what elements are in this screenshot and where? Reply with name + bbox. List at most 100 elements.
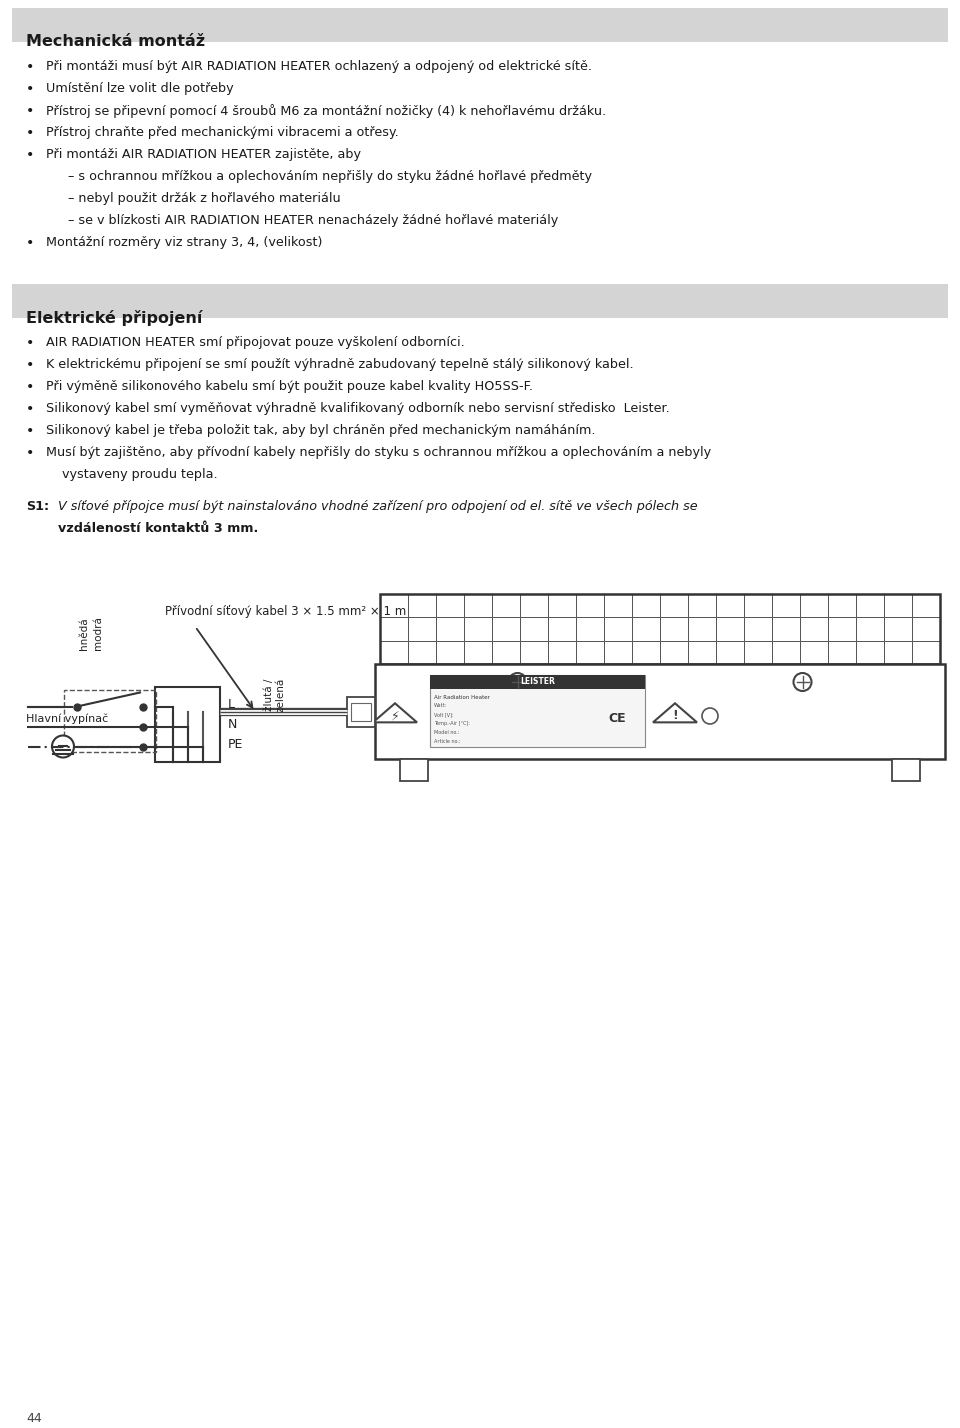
Bar <box>828 617 856 641</box>
Bar <box>604 617 632 641</box>
Bar <box>464 641 492 664</box>
Bar <box>576 594 604 617</box>
Bar <box>744 617 772 641</box>
Bar <box>492 641 520 664</box>
Bar <box>548 617 576 641</box>
Bar <box>744 594 772 617</box>
Text: S1:: S1: <box>26 500 49 513</box>
Bar <box>492 617 520 641</box>
Bar <box>856 594 884 617</box>
Text: •: • <box>26 380 35 394</box>
Bar <box>464 617 492 641</box>
Text: Přístroj se připevní pomocí 4 šroubů M6 za montážní nožičky (4) k nehořlavému dr: Přístroj se připevní pomocí 4 šroubů M6 … <box>46 104 606 119</box>
Text: vystaveny proudu tepla.: vystaveny proudu tepla. <box>46 468 218 481</box>
Bar <box>430 675 645 747</box>
Text: – s ochrannou mřížkou a oplechováním nepřišly do styku žádné hořlavé předměty: – s ochrannou mřížkou a oplechováním nep… <box>68 170 592 183</box>
Text: Při výměně silikonového kabelu smí být použit pouze kabel kvality HO5SS-F.: Při výměně silikonového kabelu smí být p… <box>46 380 533 393</box>
Text: CE: CE <box>609 711 626 724</box>
Bar <box>716 594 744 617</box>
Bar <box>430 675 645 688</box>
Text: •: • <box>26 403 35 416</box>
Text: •: • <box>26 336 35 350</box>
Text: L: L <box>228 698 235 711</box>
Bar <box>492 594 520 617</box>
Text: 44: 44 <box>26 1412 41 1425</box>
Text: Elektrické připojení: Elektrické připojení <box>26 310 203 326</box>
Bar <box>884 617 912 641</box>
Bar <box>380 617 408 641</box>
Bar <box>576 641 604 664</box>
Bar <box>632 617 660 641</box>
Text: ⚡: ⚡ <box>391 710 399 723</box>
Polygon shape <box>653 704 697 723</box>
Bar <box>408 641 436 664</box>
Bar <box>548 594 576 617</box>
Text: K elektrickému připojení se smí použít výhradně zabudovaný tepelně stálý silikon: K elektrickému připojení se smí použít v… <box>46 358 634 371</box>
Text: PE: PE <box>228 738 244 751</box>
Bar <box>380 594 408 617</box>
Bar <box>408 617 436 641</box>
Text: Přístroj chraňte před mechanickými vibracemi a otřesy.: Přístroj chraňte před mechanickými vibra… <box>46 126 398 139</box>
Bar <box>436 594 464 617</box>
Bar <box>351 703 371 721</box>
Text: •: • <box>26 104 35 119</box>
Text: Watt:: Watt: <box>434 703 447 708</box>
Circle shape <box>354 708 370 724</box>
Bar <box>408 594 436 617</box>
Text: !: ! <box>672 710 678 723</box>
Bar <box>688 641 716 664</box>
Text: •: • <box>26 81 35 96</box>
Bar <box>632 594 660 617</box>
Circle shape <box>794 673 811 691</box>
Text: Silikonový kabel je třeba položit tak, aby byl chráněn před mechanickým namáhání: Silikonový kabel je třeba položit tak, a… <box>46 424 595 437</box>
Circle shape <box>509 673 526 691</box>
Bar <box>688 594 716 617</box>
Bar <box>912 641 940 664</box>
Bar <box>520 617 548 641</box>
Bar <box>375 664 945 760</box>
Bar <box>660 641 688 664</box>
Text: hnědá: hnědá <box>79 617 89 650</box>
Bar <box>912 617 940 641</box>
Text: •: • <box>26 446 35 460</box>
Text: LEISTER: LEISTER <box>520 677 555 687</box>
Text: •: • <box>26 236 35 250</box>
Text: Model no.:: Model no.: <box>434 730 460 735</box>
Bar <box>688 617 716 641</box>
Bar <box>884 594 912 617</box>
Text: Hlavní vypínač: Hlavní vypínač <box>26 713 108 724</box>
Bar <box>400 760 428 781</box>
Bar <box>800 594 828 617</box>
Text: žlutá /
zelená: žlutá / zelená <box>264 677 286 711</box>
Bar <box>828 594 856 617</box>
Bar <box>520 594 548 617</box>
Text: – nebyl použit držák z hořlavého materiálu: – nebyl použit držák z hořlavého materiá… <box>68 191 341 206</box>
Bar <box>772 617 800 641</box>
Text: Silikonový kabel smí vyměňovat výhradně kvalifikovaný odborník nebo servisní stř: Silikonový kabel smí vyměňovat výhradně … <box>46 403 670 416</box>
Bar <box>548 641 576 664</box>
Bar <box>772 641 800 664</box>
Bar <box>576 617 604 641</box>
Circle shape <box>52 735 74 757</box>
Text: •: • <box>26 60 35 74</box>
Bar <box>436 641 464 664</box>
Bar <box>884 641 912 664</box>
Bar <box>604 641 632 664</box>
Bar <box>856 641 884 664</box>
Text: Musí být zajištěno, aby přívodní kabely nepřišly do styku s ochrannou mřížkou a : Musí být zajištěno, aby přívodní kabely … <box>46 446 711 458</box>
Text: – se v blízkosti AIR RADIATION HEATER nenacházely žádné hořlavé materiály: – se v blízkosti AIR RADIATION HEATER ne… <box>68 214 559 227</box>
Polygon shape <box>373 704 417 723</box>
Text: modrá: modrá <box>93 615 103 650</box>
Text: Umístění lze volit dle potřeby: Umístění lze volit dle potřeby <box>46 81 233 96</box>
Text: •: • <box>26 126 35 140</box>
Bar <box>632 641 660 664</box>
Bar <box>347 697 375 727</box>
Text: N: N <box>228 718 237 731</box>
Bar <box>744 641 772 664</box>
Bar <box>912 594 940 617</box>
Bar <box>464 594 492 617</box>
Text: Při montáži AIR RADIATION HEATER zajistěte, aby: Při montáži AIR RADIATION HEATER zajistě… <box>46 149 361 161</box>
Text: Montážní rozměry viz strany 3, 4, (velikost): Montážní rozměry viz strany 3, 4, (velik… <box>46 236 323 248</box>
Bar <box>155 687 220 761</box>
Bar <box>660 594 688 617</box>
